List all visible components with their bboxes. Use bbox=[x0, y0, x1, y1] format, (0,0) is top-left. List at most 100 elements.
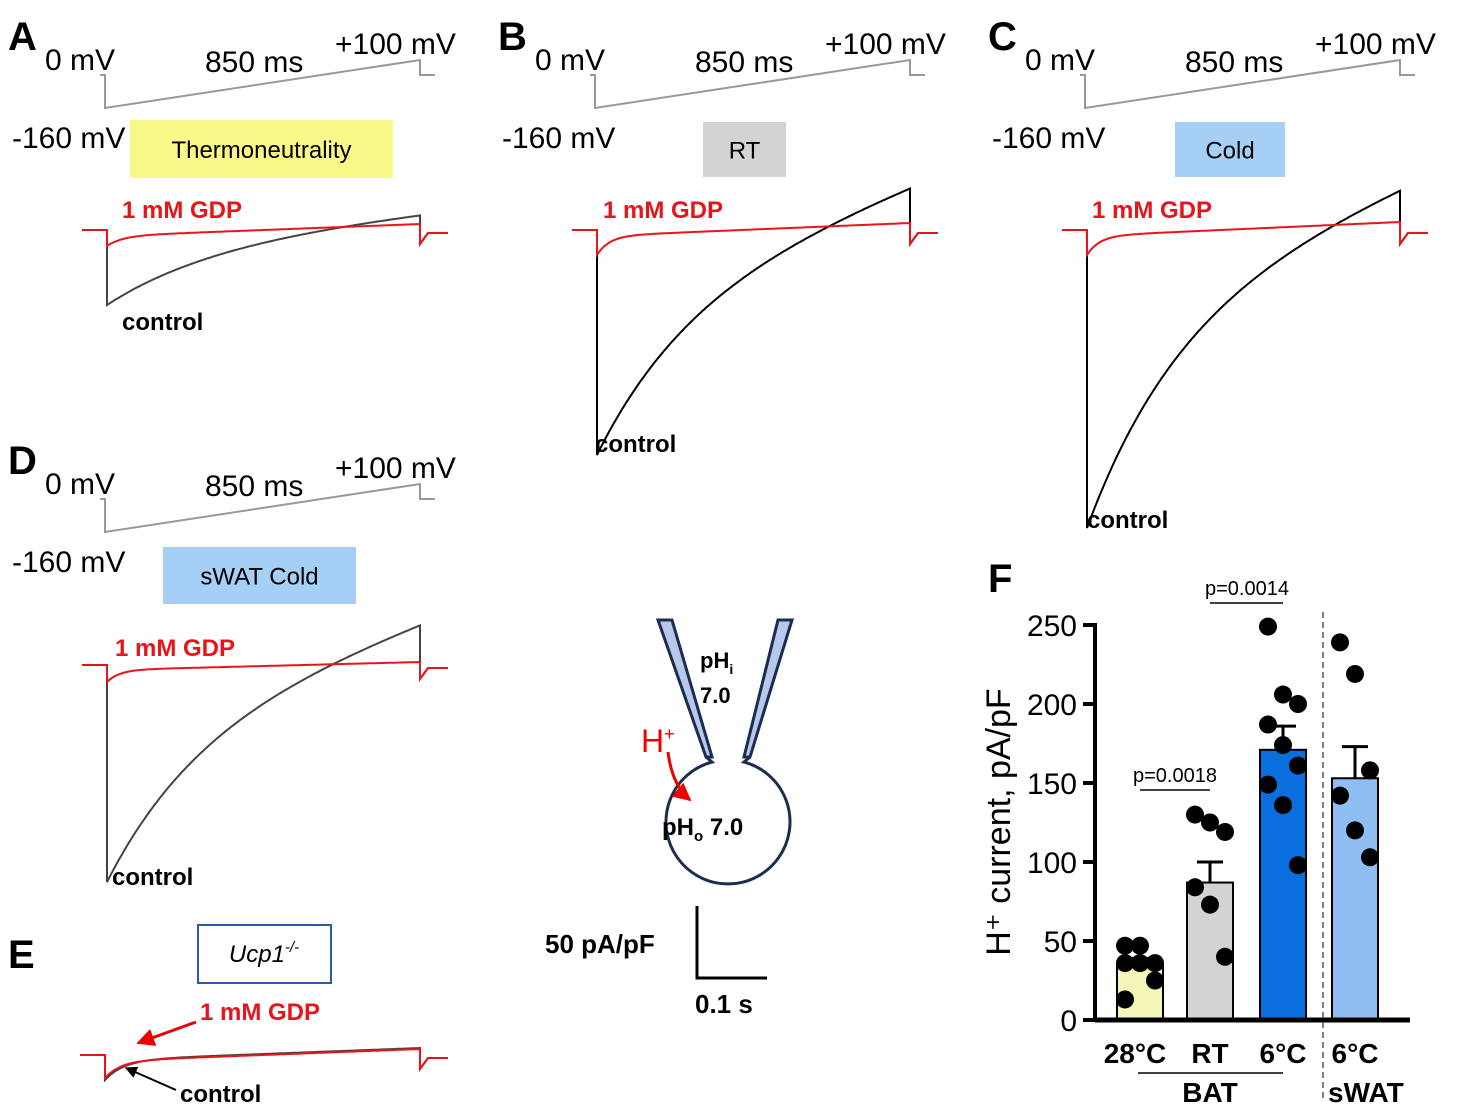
protocol-duration: 850 ms bbox=[695, 46, 793, 79]
proton-text: H bbox=[641, 723, 664, 759]
ph-i: pHi bbox=[700, 648, 733, 677]
y-tick-label: 0 bbox=[1060, 1005, 1077, 1038]
panel-label: E bbox=[8, 933, 35, 977]
control-arrow bbox=[126, 1068, 176, 1090]
protocol-hold: 0 mV bbox=[45, 44, 115, 77]
ph-i-sub: i bbox=[729, 661, 733, 677]
data-point bbox=[1186, 878, 1204, 896]
data-point bbox=[1259, 716, 1277, 734]
data-point bbox=[1146, 972, 1164, 990]
data-point bbox=[1289, 757, 1307, 775]
data-point bbox=[1361, 848, 1379, 866]
data-point bbox=[1131, 954, 1149, 972]
gdp-trace bbox=[572, 223, 938, 255]
protocol-end: +100 mV bbox=[335, 28, 456, 61]
gdp-label: 1 mM GDP bbox=[1092, 197, 1212, 224]
data-point bbox=[1216, 823, 1234, 841]
x-tick-label: 6°C bbox=[1332, 1038, 1379, 1069]
x-tick-label: RT bbox=[1191, 1038, 1228, 1069]
pipette-right bbox=[744, 620, 792, 757]
gdp-trace bbox=[1062, 222, 1428, 255]
group-label: BAT bbox=[1182, 1077, 1237, 1108]
protocol-duration: 850 ms bbox=[1185, 46, 1283, 79]
control-label: control bbox=[595, 431, 676, 458]
data-point bbox=[1274, 796, 1292, 814]
ph-i-value: 7.0 bbox=[700, 683, 731, 708]
data-point bbox=[1361, 761, 1379, 779]
scale-time: 0.1 s bbox=[695, 989, 753, 1019]
protocol-duration: 850 ms bbox=[205, 46, 303, 79]
protocol-end: +100 mV bbox=[1315, 28, 1436, 61]
figure: pHi 7.0 H+ pHo 7.0 50 pA/pF 0.1 s A0 mV8… bbox=[0, 0, 1475, 1111]
condition: RT bbox=[729, 138, 761, 165]
protocol-start: -160 mV bbox=[12, 546, 125, 579]
panel-label: D bbox=[8, 439, 37, 483]
control-trace bbox=[80, 1048, 448, 1080]
protocol-end: +100 mV bbox=[335, 452, 456, 485]
panel-label: B bbox=[498, 15, 527, 59]
data-point bbox=[1346, 821, 1364, 839]
data-point bbox=[1274, 686, 1292, 704]
y-tick-label: 200 bbox=[1027, 689, 1077, 722]
data-point bbox=[1331, 787, 1349, 805]
y-tick-label: 50 bbox=[1044, 926, 1077, 959]
scale-bar: 50 pA/pF 0.1 s bbox=[545, 906, 767, 1019]
x-tick-label: 6°C bbox=[1260, 1038, 1307, 1069]
gdp-label: 1 mM GDP bbox=[122, 197, 242, 224]
error-bar bbox=[1197, 862, 1223, 883]
gdp-arrow bbox=[138, 1022, 196, 1043]
group-label: sWAT bbox=[1328, 1077, 1404, 1108]
data-point bbox=[1289, 856, 1307, 874]
protocol-hold: 0 mV bbox=[535, 44, 605, 77]
control-label: control bbox=[112, 864, 193, 891]
control-label: control bbox=[122, 309, 203, 336]
data-point bbox=[1331, 633, 1349, 651]
data-point bbox=[1116, 990, 1134, 1008]
protocol-hold: 0 mV bbox=[45, 468, 115, 501]
genotype-sup: -/- bbox=[285, 939, 299, 956]
condition: Thermoneutrality bbox=[171, 137, 351, 164]
schematic: pHi 7.0 H+ pHo 7.0 bbox=[641, 620, 792, 884]
ph-o-value: 7.0 bbox=[703, 814, 743, 841]
control-trace bbox=[82, 625, 448, 882]
comparison: p=0.0018 bbox=[1133, 765, 1217, 787]
y-tick-label: 150 bbox=[1027, 768, 1077, 801]
panel-label: F bbox=[988, 557, 1012, 601]
scale-current: 50 pA/pF bbox=[545, 929, 655, 959]
data-point bbox=[1201, 896, 1219, 914]
ph-o-sub: o bbox=[694, 828, 703, 845]
ph-o: pHo 7.0 bbox=[662, 814, 743, 845]
data-point bbox=[1259, 776, 1277, 794]
y-tick-label: 100 bbox=[1027, 847, 1077, 880]
data-point bbox=[1346, 665, 1364, 683]
data-point bbox=[1216, 948, 1234, 966]
protocol-start: -160 mV bbox=[502, 122, 615, 155]
comparison: p=0.0014 bbox=[1205, 578, 1289, 600]
protocol-end: +100 mV bbox=[825, 28, 946, 61]
condition: Cold bbox=[1205, 138, 1254, 165]
gdp-label: 1 mM GDP bbox=[603, 197, 723, 224]
condition: sWAT Cold bbox=[200, 564, 318, 591]
data-point bbox=[1274, 736, 1292, 754]
page: {"panels": [ {"label": "A", "protocol": … bbox=[0, 0, 1475, 1111]
data-point bbox=[1259, 618, 1277, 636]
control-label: control bbox=[180, 1081, 261, 1108]
protocol-hold: 0 mV bbox=[1025, 44, 1095, 77]
proton-charge: + bbox=[664, 724, 675, 744]
ph-o-text: pH bbox=[662, 814, 694, 841]
control-trace bbox=[1062, 191, 1428, 528]
data-point bbox=[1131, 937, 1149, 955]
control-trace bbox=[82, 215, 448, 305]
protocol-start: -160 mV bbox=[992, 122, 1105, 155]
bar bbox=[1332, 778, 1378, 1020]
y-tick-label: 250 bbox=[1027, 610, 1077, 643]
control-label: control bbox=[1087, 507, 1168, 534]
panel-label: C bbox=[988, 15, 1017, 59]
x-tick-label: 28°C bbox=[1104, 1038, 1167, 1069]
data-point bbox=[1201, 814, 1219, 832]
gdp-label: 1 mM GDP bbox=[200, 999, 320, 1026]
protocol-start: -160 mV bbox=[12, 122, 125, 155]
gdp-trace bbox=[82, 662, 448, 682]
gene: Ucp1 bbox=[229, 941, 285, 968]
panel-label: A bbox=[8, 15, 37, 59]
